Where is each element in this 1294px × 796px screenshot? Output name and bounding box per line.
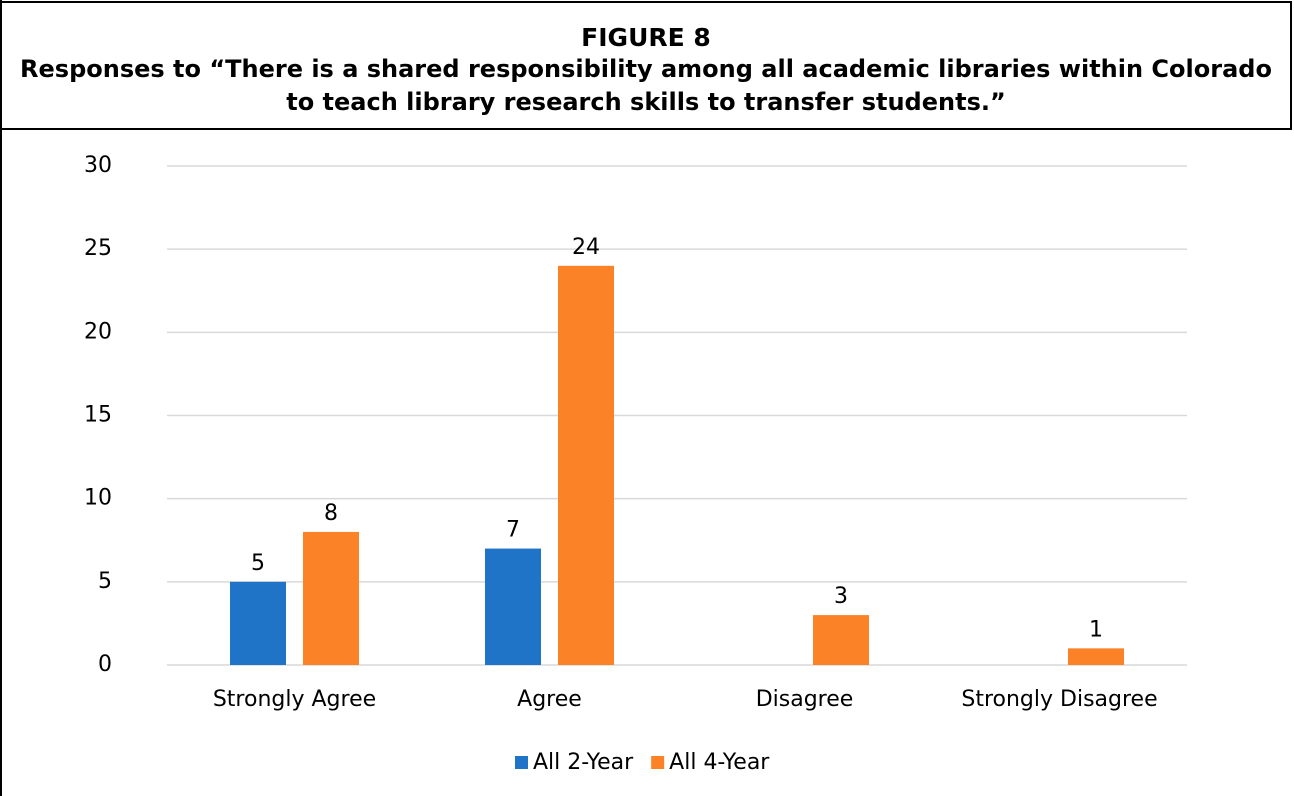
value-label: 8 <box>324 501 338 526</box>
bar <box>303 531 359 665</box>
y-tick-label: 0 <box>98 652 112 677</box>
legend-swatch <box>515 756 528 769</box>
legend-label: All 2-Year <box>533 750 634 775</box>
legend-label: All 4-Year <box>669 750 770 775</box>
y-tick-label: 25 <box>84 236 112 261</box>
y-tick-label: 30 <box>84 153 112 178</box>
chart-subtitle: Responses to “There is a shared responsi… <box>20 55 1272 116</box>
bar <box>230 581 286 665</box>
chart-title: FIGURE 8 <box>581 23 711 52</box>
y-tick-label: 5 <box>98 569 112 594</box>
x-tick-label: Agree <box>517 687 582 712</box>
x-tick-label: Strongly Agree <box>213 687 376 712</box>
value-label: 7 <box>506 518 520 543</box>
y-tick-label: 15 <box>84 403 112 428</box>
y-tick-label: 10 <box>84 486 112 511</box>
bar <box>485 548 541 665</box>
header: FIGURE 8 Responses to “There is a shared… <box>2 1 1292 130</box>
bar <box>558 265 614 665</box>
value-label: 24 <box>572 235 600 260</box>
bar <box>813 615 869 665</box>
value-label: 5 <box>251 551 265 576</box>
value-label: 1 <box>1089 617 1103 642</box>
bar <box>1068 648 1124 665</box>
legend-swatch <box>651 756 665 769</box>
y-tick-label: 20 <box>84 319 112 344</box>
x-tick-label: Strongly Disagree <box>961 687 1157 712</box>
value-label: 3 <box>834 584 848 609</box>
x-tick-label: Disagree <box>756 687 854 712</box>
